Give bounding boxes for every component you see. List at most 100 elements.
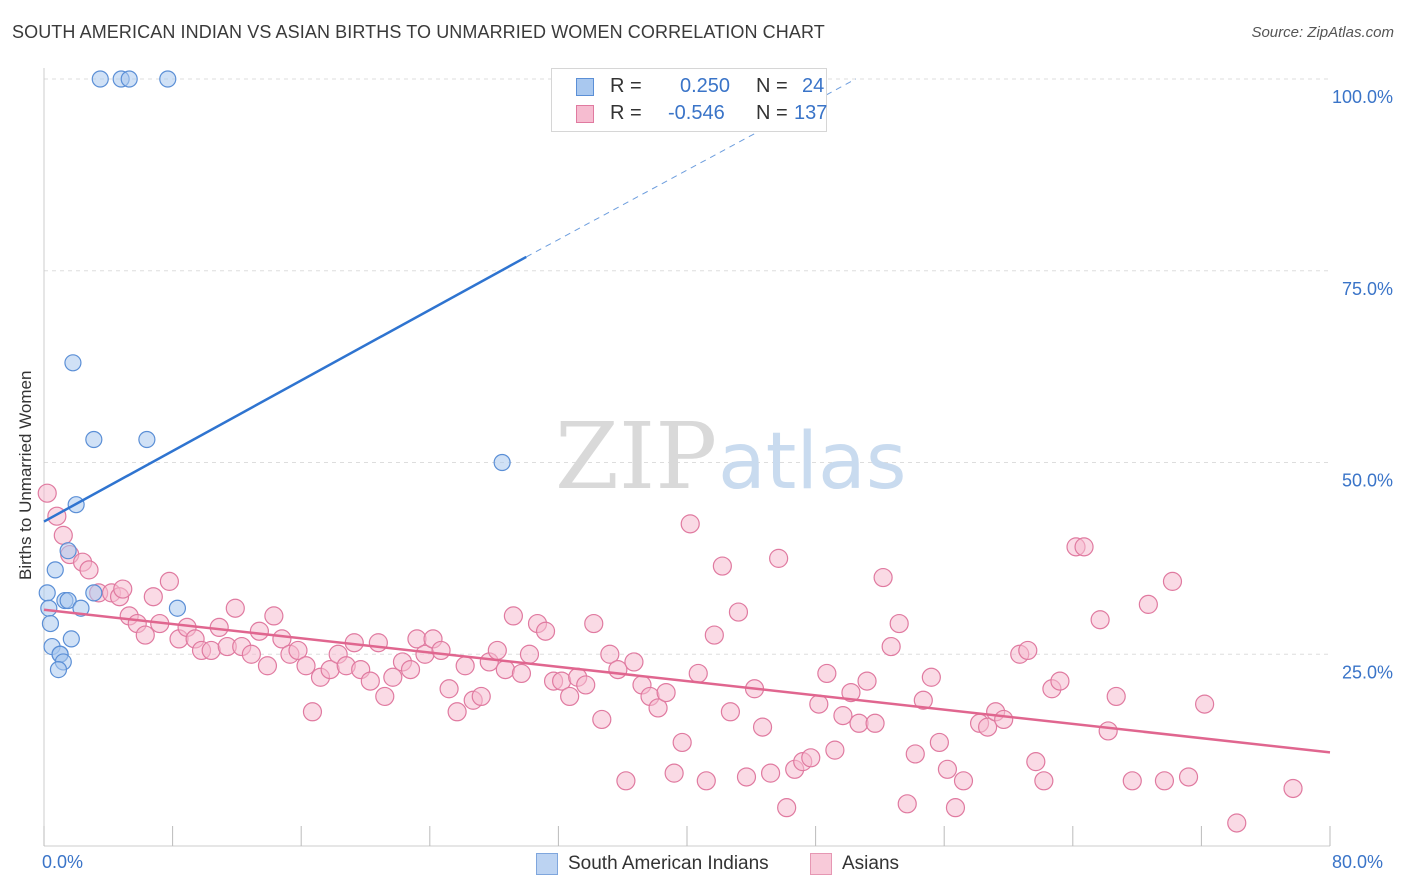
pink-swatch-icon xyxy=(810,853,832,875)
legend-n-label: N = xyxy=(756,75,788,97)
asian-point xyxy=(535,621,556,641)
asian-point xyxy=(656,682,676,703)
source-label: Source: ZipAtlas.com xyxy=(1251,24,1394,41)
south-american-indian-point xyxy=(40,599,58,617)
south-american-indian-point xyxy=(85,584,103,602)
asian-point xyxy=(471,686,491,707)
legend-n-value: 137 xyxy=(794,102,828,124)
asian-point xyxy=(1178,767,1199,787)
asian-point xyxy=(431,640,451,661)
axes xyxy=(43,68,1331,847)
y-tick-label: 75.0% xyxy=(1342,279,1393,299)
asian-point xyxy=(113,579,133,599)
asian-point xyxy=(809,694,829,714)
south-american-indians-trend-line xyxy=(43,255,527,523)
asian-point xyxy=(53,525,73,545)
asian-point xyxy=(360,671,380,691)
asian-point xyxy=(302,702,323,722)
asian-point xyxy=(897,794,917,814)
asian-point xyxy=(720,702,741,722)
asian-point xyxy=(608,659,628,680)
south-american-indian-point xyxy=(41,614,60,633)
south-american-indian-point xyxy=(64,354,82,372)
asian-point xyxy=(400,659,421,680)
asian-point xyxy=(881,636,901,657)
asian-point xyxy=(584,613,604,634)
asian-point xyxy=(953,771,974,791)
asian-point xyxy=(825,740,845,760)
asian-point xyxy=(143,587,163,607)
asians-points xyxy=(37,483,1303,833)
asian-point xyxy=(79,560,99,580)
legend-n-label: N = xyxy=(756,102,788,124)
asian-point xyxy=(921,667,941,687)
asian-point xyxy=(704,625,724,645)
watermark: ZIP atlas xyxy=(555,403,907,510)
asian-point xyxy=(760,763,781,783)
asian-point xyxy=(159,571,179,591)
south-american-indian-point xyxy=(85,430,103,449)
chart-title: SOUTH AMERICAN INDIAN VS ASIAN BIRTHS TO… xyxy=(12,22,825,42)
asian-point xyxy=(368,633,388,653)
asian-point xyxy=(777,798,797,818)
south-american-indian-point xyxy=(59,591,77,610)
blue-swatch-icon xyxy=(576,78,594,96)
asian-point xyxy=(383,667,403,687)
asian-point xyxy=(296,656,316,676)
asian-point xyxy=(1026,752,1046,772)
asian-point xyxy=(1227,813,1247,833)
asian-point xyxy=(833,706,853,726)
asian-point xyxy=(447,702,467,722)
asian-point xyxy=(1138,594,1158,614)
grid-lines xyxy=(44,78,1330,655)
asian-point xyxy=(889,613,909,634)
asian-point xyxy=(600,644,620,664)
asian-point xyxy=(664,763,684,783)
asian-point xyxy=(1090,610,1110,630)
south-american-indian-point xyxy=(120,70,138,88)
asian-point xyxy=(905,744,925,764)
asian-point xyxy=(439,679,459,699)
south-american-indian-point xyxy=(493,453,511,472)
asian-point xyxy=(495,659,515,680)
asian-point xyxy=(264,606,284,626)
asian-point xyxy=(560,686,580,707)
asian-point xyxy=(937,759,958,779)
asian-point xyxy=(696,771,716,791)
asian-point xyxy=(752,717,773,737)
asian-point xyxy=(1050,671,1070,691)
watermark-zip: ZIP xyxy=(555,403,717,510)
asian-point xyxy=(929,732,949,753)
asian-point xyxy=(135,625,155,645)
legend-r-value: 0.250 xyxy=(680,75,731,97)
asian-point xyxy=(1195,694,1215,714)
asian-point xyxy=(375,686,395,707)
asian-point xyxy=(801,748,821,768)
asian-point xyxy=(225,598,245,618)
y-tick-label: 25.0% xyxy=(1342,662,1393,682)
asian-point xyxy=(994,709,1014,730)
asian-point xyxy=(249,621,270,641)
x-tick-min: 0.0% xyxy=(42,852,84,872)
asian-point xyxy=(455,656,475,676)
blue-swatch-icon xyxy=(536,853,558,875)
asian-point xyxy=(1122,771,1142,791)
x-tick-max: 80.0% xyxy=(1332,852,1384,872)
asian-point xyxy=(511,663,532,684)
series-name: South American Indians xyxy=(568,853,769,874)
asian-point xyxy=(913,690,933,710)
y-axis-label: Births to Unmarried Women xyxy=(16,370,35,580)
y-tick-label: 50.0% xyxy=(1342,471,1393,491)
asian-point xyxy=(672,732,692,753)
asian-point xyxy=(288,640,308,661)
south-american-indians-points xyxy=(38,70,511,679)
asian-point xyxy=(241,644,261,664)
south-american-indian-point xyxy=(46,561,64,579)
south-american-indian-point xyxy=(168,599,187,617)
asian-point xyxy=(841,682,861,703)
asian-point xyxy=(978,717,998,737)
asian-point xyxy=(857,671,877,691)
asian-point xyxy=(1154,771,1175,791)
asian-point xyxy=(1106,686,1126,707)
